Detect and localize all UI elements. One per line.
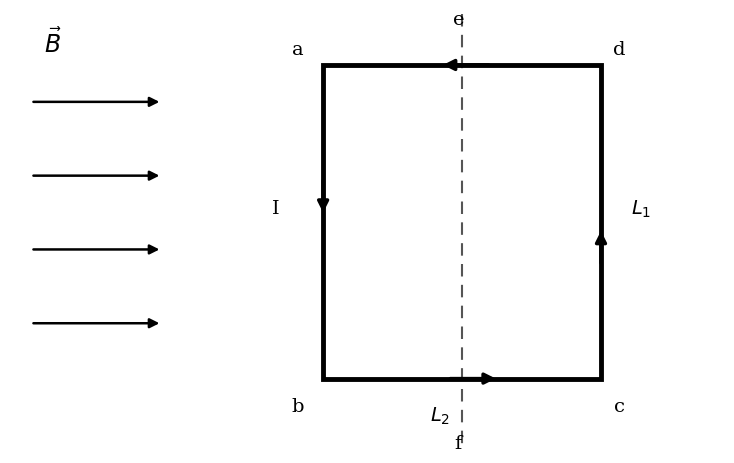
Text: e: e xyxy=(453,11,464,29)
Text: f: f xyxy=(455,434,462,452)
Text: a: a xyxy=(291,41,303,59)
Text: I: I xyxy=(272,200,280,218)
Text: $L_1$: $L_1$ xyxy=(631,198,651,219)
Text: $L_2$: $L_2$ xyxy=(430,405,450,426)
Text: b: b xyxy=(291,397,304,415)
Text: $\vec{B}$: $\vec{B}$ xyxy=(44,28,62,57)
Bar xyxy=(323,66,601,379)
Text: d: d xyxy=(613,41,625,59)
Text: c: c xyxy=(614,397,625,415)
